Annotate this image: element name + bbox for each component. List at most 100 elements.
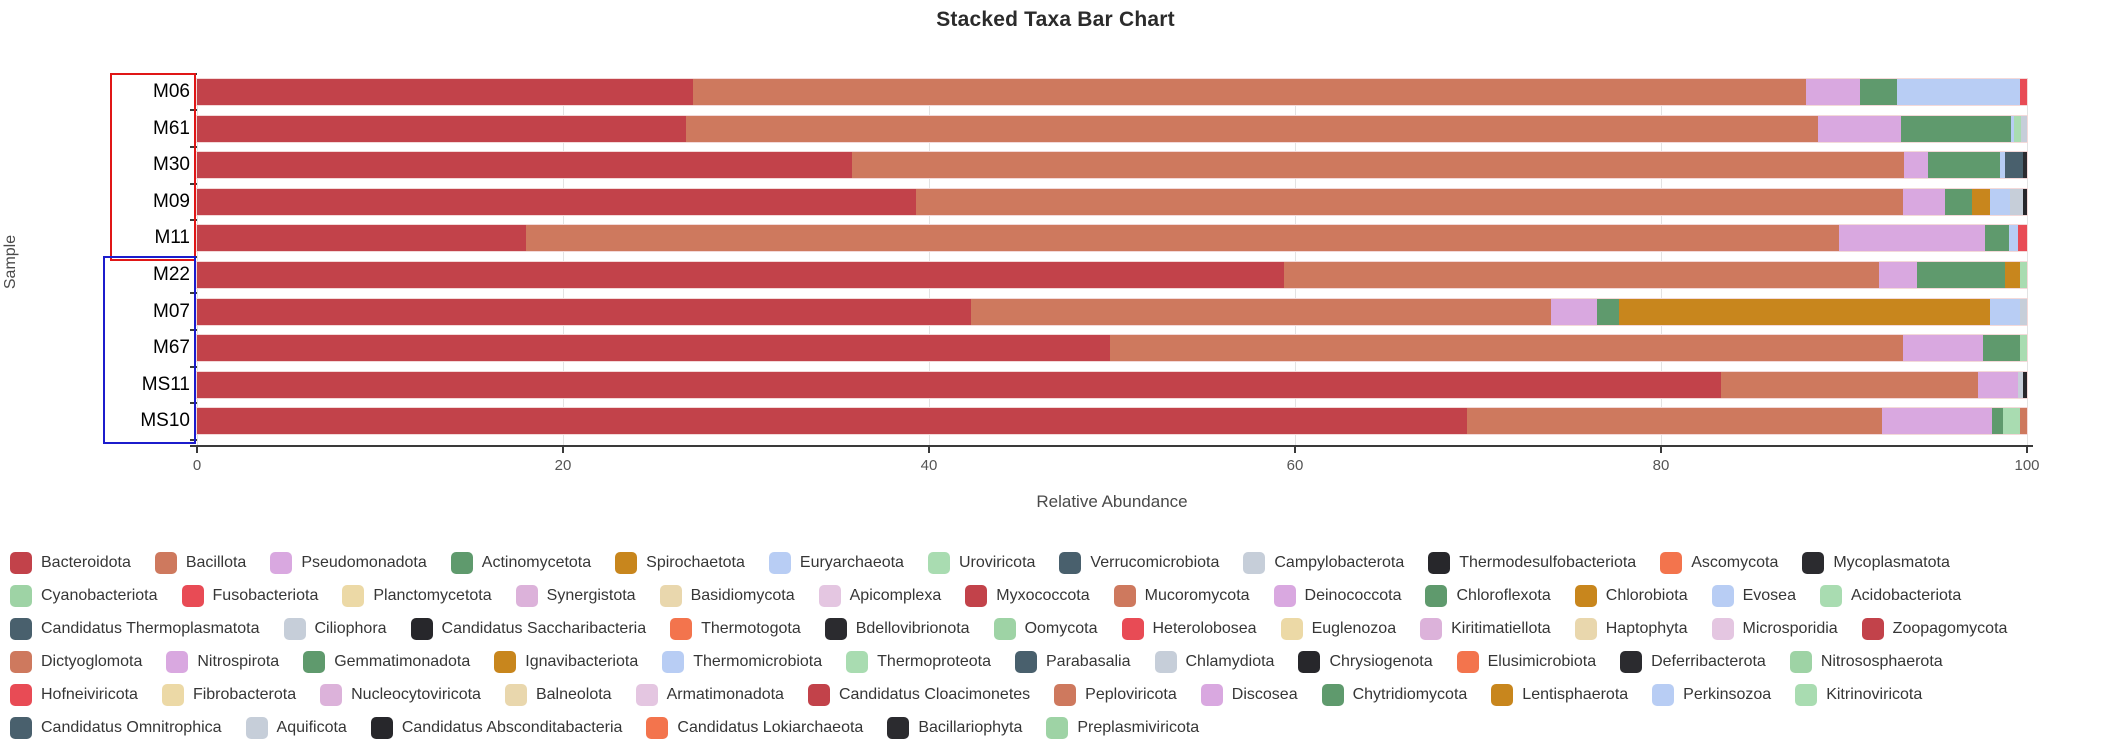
bar-segment-M07-Bacteroidota[interactable] bbox=[197, 298, 972, 325]
bar-segment-M09-Actinomycetota[interactable] bbox=[1944, 188, 1973, 215]
legend-item-Apicomplexa[interactable]: Apicomplexa bbox=[818, 584, 941, 607]
bar-segment-M22-Uroviricota[interactable] bbox=[2019, 262, 2027, 288]
legend-item-Candidatus-Saccharibacteria[interactable]: Candidatus Saccharibacteria bbox=[410, 617, 646, 640]
bar-segment-M06-Euryarchaeota[interactable] bbox=[1897, 79, 2020, 105]
bar-segment-M30-Verrucomicrobiota[interactable] bbox=[2005, 152, 2024, 179]
legend-item-Dictyoglomota[interactable]: Dictyoglomota bbox=[10, 650, 142, 673]
bar-segment-M67-Actinomycetota[interactable] bbox=[1983, 335, 2020, 362]
legend-item-Chrysiogenota[interactable]: Chrysiogenota bbox=[1298, 650, 1433, 673]
bar-segment-MS10-Pseudomonadota[interactable] bbox=[1882, 408, 1993, 435]
bar-segment-M22-Spirochaetota[interactable] bbox=[2005, 262, 2020, 288]
legend-item-Armatimonadota[interactable]: Armatimonadota bbox=[635, 683, 784, 706]
legend-item-Haptophyta[interactable]: Haptophyta bbox=[1574, 617, 1688, 640]
legend-item-Oomycota[interactable]: Oomycota bbox=[993, 617, 1098, 640]
legend-item-Peploviricota[interactable]: Peploviricota bbox=[1054, 683, 1177, 706]
legend-item-Verrucomicrobiota[interactable]: Verrucomicrobiota bbox=[1059, 551, 1219, 574]
bar-segment-M09-Bacillota[interactable] bbox=[916, 188, 1903, 215]
legend-item-Thermodesulfobacteriota[interactable]: Thermodesulfobacteriota bbox=[1428, 551, 1636, 574]
legend-item-Fibrobacterota[interactable]: Fibrobacterota bbox=[161, 683, 296, 706]
bar-segment-M11-Bacteroidota[interactable] bbox=[197, 225, 527, 252]
bar-segment-M09-Bacteroidota[interactable] bbox=[197, 188, 917, 215]
legend-item-Ciliophora[interactable]: Ciliophora bbox=[283, 617, 387, 640]
legend-item-Lentisphaerota[interactable]: Lentisphaerota bbox=[1491, 683, 1628, 706]
legend-item-Deinococcota[interactable]: Deinococcota bbox=[1273, 584, 1401, 607]
bar-segment-M61-Uroviricota[interactable] bbox=[2014, 115, 2022, 142]
bar-segment-M61-Pseudomonadota[interactable] bbox=[1818, 115, 1901, 142]
legend-item-Chytridiomycota[interactable]: Chytridiomycota bbox=[1321, 683, 1467, 706]
bar-segment-M61-Campylobacterota[interactable] bbox=[2021, 115, 2027, 142]
legend-item-Nitrospirota[interactable]: Nitrospirota bbox=[166, 650, 279, 673]
legend-item-Spirochaetota[interactable]: Spirochaetota bbox=[615, 551, 745, 574]
legend-item-Synergistota[interactable]: Synergistota bbox=[515, 584, 636, 607]
legend-item-Ignavibacteriota[interactable]: Ignavibacteriota bbox=[494, 650, 638, 673]
bar-segment-M22-Pseudomonadota[interactable] bbox=[1878, 262, 1918, 288]
legend-item-Microsporidia[interactable]: Microsporidia bbox=[1711, 617, 1838, 640]
legend-item-Basidiomycota[interactable]: Basidiomycota bbox=[659, 584, 795, 607]
legend-item-Fusobacteriota[interactable]: Fusobacteriota bbox=[181, 584, 318, 607]
legend-item-Uroviricota[interactable]: Uroviricota bbox=[927, 551, 1035, 574]
bar-segment-M11-Bacillota[interactable] bbox=[526, 225, 1839, 252]
legend-item-Thermomicrobiota[interactable]: Thermomicrobiota bbox=[662, 650, 822, 673]
bar-segment-M07-Bacillota[interactable] bbox=[971, 298, 1552, 325]
legend-item-Mycoplasmatota[interactable]: Mycoplasmatota bbox=[1802, 551, 1950, 574]
bar-segment-M67-Bacteroidota[interactable] bbox=[197, 335, 1111, 362]
bar-segment-MS10-Bacteroidota[interactable] bbox=[197, 408, 1468, 435]
legend-item-Deferribacterota[interactable]: Deferribacterota bbox=[1620, 650, 1766, 673]
legend-item-Cyanobacteriota[interactable]: Cyanobacteriota bbox=[10, 584, 158, 607]
legend-item-Candidatus-Cloacimonetes[interactable]: Candidatus Cloacimonetes bbox=[807, 683, 1030, 706]
bar-segment-M67-Uroviricota[interactable] bbox=[2019, 335, 2027, 362]
bar-segment-MS11-Pseudomonadota[interactable] bbox=[1977, 371, 2018, 398]
bar-segment-M61-Actinomycetota[interactable] bbox=[1900, 115, 2011, 142]
legend-item-Balneolota[interactable]: Balneolota bbox=[504, 683, 612, 706]
bar-segment-MS11-Thermodesulfobacteriota[interactable] bbox=[2023, 371, 2027, 398]
legend-item-Candidatus-Lokiarchaeota[interactable]: Candidatus Lokiarchaeota bbox=[646, 716, 863, 739]
bar-segment-MS11-Bacteroidota[interactable] bbox=[197, 371, 1722, 398]
legend-item-Bacillota[interactable]: Bacillota bbox=[154, 551, 246, 574]
legend-item-Nitrososphaerota[interactable]: Nitrososphaerota bbox=[1789, 650, 1943, 673]
legend-item-Chloroflexota[interactable]: Chloroflexota bbox=[1425, 584, 1551, 607]
bar-segment-M11-Pseudomonadota[interactable] bbox=[1838, 225, 1985, 252]
legend-item-Candidatus-Thermoplasmatota[interactable]: Candidatus Thermoplasmatota bbox=[10, 617, 260, 640]
bar-segment-M06-Pseudomonadota[interactable] bbox=[1805, 79, 1861, 105]
legend-item-Euglenozoa[interactable]: Euglenozoa bbox=[1280, 617, 1396, 640]
bar-segment-MS10-Bacillota[interactable] bbox=[1467, 408, 1883, 435]
legend-item-Chlamydiota[interactable]: Chlamydiota bbox=[1154, 650, 1274, 673]
legend-item-Evosea[interactable]: Evosea bbox=[1711, 584, 1796, 607]
bar-segment-M06-Actinomycetota[interactable] bbox=[1860, 79, 1898, 105]
bar-segment-M06-Bacteroidota[interactable] bbox=[197, 79, 693, 105]
bar-segment-M07-Spirochaetota[interactable] bbox=[1618, 298, 1991, 325]
bar-segment-MS10-Mucoromycota[interactable] bbox=[2019, 408, 2027, 435]
legend-item-Hofneiviricota[interactable]: Hofneiviricota bbox=[10, 683, 138, 706]
legend-item-Nucleocytoviricota[interactable]: Nucleocytoviricota bbox=[320, 683, 481, 706]
bar-segment-M11-Euryarchaeota[interactable] bbox=[2008, 225, 2018, 252]
legend-item-Myxococcota[interactable]: Myxococcota bbox=[965, 584, 1090, 607]
legend-item-Kiritimatiellota[interactable]: Kiritimatiellota bbox=[1420, 617, 1551, 640]
bar-segment-M06-Fusobacteriota[interactable] bbox=[2019, 79, 2027, 105]
legend-item-Planctomycetota[interactable]: Planctomycetota bbox=[342, 584, 492, 607]
bar-segment-M07-Campylobacterota[interactable] bbox=[2019, 298, 2027, 325]
bar-segment-M61-Bacillota[interactable] bbox=[685, 115, 1819, 142]
bar-segment-M30-Pseudomonadota[interactable] bbox=[1904, 152, 1929, 179]
bar-segment-M09-Euryarchaeota[interactable] bbox=[1990, 188, 2011, 215]
bar-segment-M30-Actinomycetota[interactable] bbox=[1928, 152, 2000, 179]
bar-segment-M09-Pseudomonadota[interactable] bbox=[1902, 188, 1945, 215]
legend-item-Ascomycota[interactable]: Ascomycota bbox=[1660, 551, 1778, 574]
legend-item-Thermoproteota[interactable]: Thermoproteota bbox=[846, 650, 991, 673]
legend-item-Mucoromycota[interactable]: Mucoromycota bbox=[1113, 584, 1250, 607]
legend-item-Candidatus-Absconditabacteria[interactable]: Candidatus Absconditabacteria bbox=[370, 716, 622, 739]
bar-segment-M30-Bacillota[interactable] bbox=[852, 152, 1905, 179]
bar-segment-M11-Actinomycetota[interactable] bbox=[1984, 225, 2009, 252]
legend-item-Preplasmiviricota[interactable]: Preplasmiviricota bbox=[1046, 716, 1199, 739]
bar-segment-M30-Euryarchaeota[interactable] bbox=[1999, 152, 2005, 179]
legend-item-Euryarchaeota[interactable]: Euryarchaeota bbox=[768, 551, 904, 574]
legend-item-Chlorobiota[interactable]: Chlorobiota bbox=[1574, 584, 1688, 607]
legend-item-Zoopagomycota[interactable]: Zoopagomycota bbox=[1861, 617, 2007, 640]
bar-segment-MS11-Campylobacterota[interactable] bbox=[2017, 371, 2024, 398]
bar-segment-M09-Campylobacterota[interactable] bbox=[2010, 188, 2024, 215]
legend-item-Acidobacteriota[interactable]: Acidobacteriota bbox=[1819, 584, 1961, 607]
bar-segment-M22-Bacillota[interactable] bbox=[1284, 262, 1879, 288]
bar-segment-MS11-Bacillota[interactable] bbox=[1721, 371, 1978, 398]
bar-segment-M07-Pseudomonadota[interactable] bbox=[1551, 298, 1597, 325]
legend-item-Bdellovibrionota[interactable]: Bdellovibrionota bbox=[824, 617, 970, 640]
legend-item-Elusimicrobiota[interactable]: Elusimicrobiota bbox=[1456, 650, 1596, 673]
